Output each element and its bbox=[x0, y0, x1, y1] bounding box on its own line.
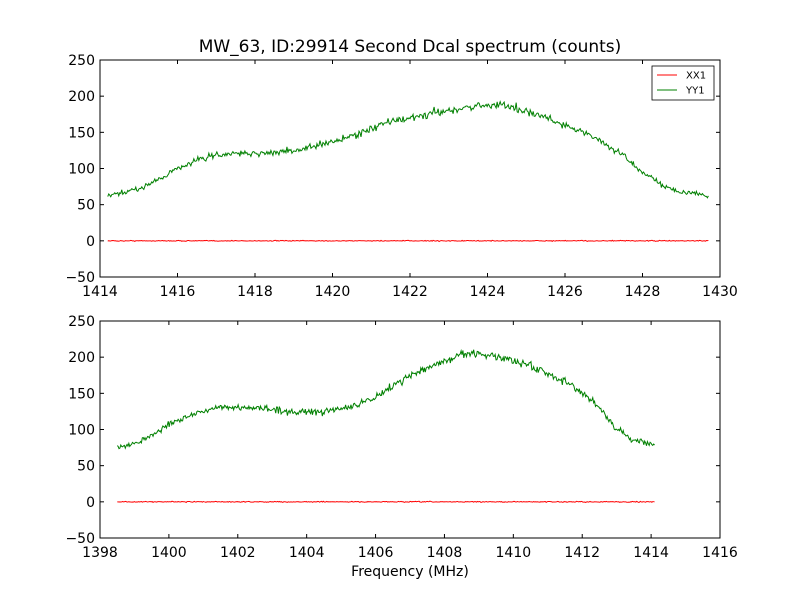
x-tick-label: 1408 bbox=[427, 545, 463, 561]
x-tick-label: 1416 bbox=[702, 545, 738, 561]
y-tick-label: 100 bbox=[68, 162, 95, 178]
y-tick-label: −50 bbox=[65, 531, 95, 547]
y-tick-label: 250 bbox=[68, 53, 95, 69]
x-tick-label: 1414 bbox=[82, 284, 118, 300]
y-tick-label: −50 bbox=[65, 270, 95, 286]
x-axis-label: Frequency (MHz) bbox=[351, 564, 469, 580]
chart-title: MW_63, ID:29914 Second Dcal spectrum (co… bbox=[199, 37, 622, 57]
legend-label-xx1: XX1 bbox=[686, 71, 706, 82]
axes-frame bbox=[99, 320, 721, 539]
plot-area bbox=[116, 348, 655, 504]
y-tick-label: 250 bbox=[68, 314, 95, 330]
y-tick-label: 100 bbox=[68, 423, 95, 439]
series-line-yy1 bbox=[107, 100, 709, 199]
x-tick-label: 1426 bbox=[547, 284, 583, 300]
x-tick-label: 1406 bbox=[358, 545, 394, 561]
y-tick-label: 200 bbox=[68, 350, 95, 366]
x-tick-label: 1422 bbox=[392, 284, 428, 300]
legend-box bbox=[651, 65, 715, 101]
y-tick-label: 0 bbox=[86, 234, 95, 250]
axes-frame bbox=[99, 59, 721, 278]
subplot-1: 1414 1416 1418 1420 1422 1424 1426 1428 1430 −50 0… bbox=[65, 37, 737, 300]
y-tick-label: 150 bbox=[68, 125, 95, 141]
y-tick-label: 50 bbox=[77, 459, 95, 475]
y-tick-label: 200 bbox=[68, 89, 95, 105]
x-tick-label: 1412 bbox=[564, 545, 600, 561]
y-tick-label: 50 bbox=[77, 198, 95, 214]
subplot-2: 1398 1400 1402 1404 1406 1408 1410 1412 1414 1416… bbox=[65, 314, 737, 580]
y-tick-label: 150 bbox=[68, 386, 95, 402]
x-tick-label: 1420 bbox=[315, 284, 351, 300]
x-tick-label: 1418 bbox=[237, 284, 273, 300]
x-tick-label: 1402 bbox=[220, 545, 256, 561]
series-line-xx1 bbox=[107, 239, 709, 243]
legend-label-yy1: YY1 bbox=[685, 86, 705, 97]
series-line-xx1 bbox=[117, 500, 655, 504]
x-tick-label: 1404 bbox=[289, 545, 325, 561]
y-tick-label: 0 bbox=[86, 495, 95, 511]
x-tick-label: 1416 bbox=[160, 284, 196, 300]
x-tick-label: 1414 bbox=[633, 545, 669, 561]
plot-area bbox=[107, 100, 709, 243]
x-tick-label: 1398 bbox=[82, 545, 118, 561]
x-tick-label: 1428 bbox=[625, 284, 661, 300]
x-tick-label: 1400 bbox=[151, 545, 187, 561]
series-line-yy1 bbox=[116, 348, 655, 450]
x-tick-label: 1410 bbox=[496, 545, 532, 561]
x-tick-label: 1430 bbox=[702, 284, 738, 300]
x-tick-label: 1424 bbox=[470, 284, 506, 300]
